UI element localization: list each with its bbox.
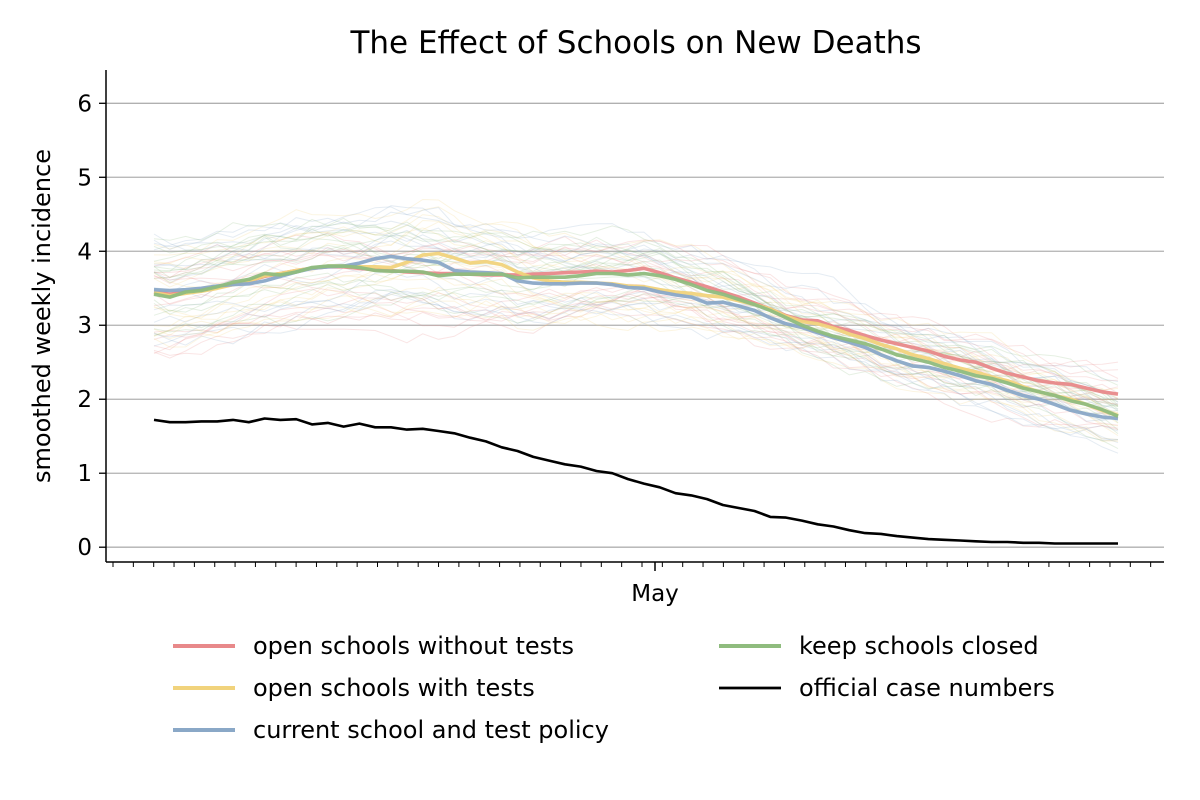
y-tick-label-4: 4	[77, 239, 92, 265]
background-run	[153, 236, 1119, 371]
background-run	[153, 245, 1119, 379]
background-run	[153, 248, 1119, 382]
y-tick-label-3: 3	[77, 313, 92, 339]
background-run	[153, 226, 1119, 400]
series-line-official-case-numbers	[153, 417, 1118, 545]
background-simulation-runs	[153, 198, 1119, 454]
y-tick-label-6: 6	[77, 91, 92, 117]
background-run	[153, 272, 1119, 443]
background-run	[153, 261, 1119, 405]
background-run	[153, 290, 1119, 416]
background-run	[153, 225, 1119, 409]
background-run	[153, 224, 1119, 408]
background-run	[153, 290, 1119, 440]
legend-label: keep schools closed	[799, 632, 1039, 660]
background-run	[153, 300, 1119, 427]
background-run	[153, 293, 1119, 432]
background-run	[153, 205, 1119, 410]
series-lines	[153, 251, 1119, 545]
background-run	[153, 220, 1119, 400]
background-run	[153, 287, 1119, 428]
legend-item: official case numbers	[719, 674, 1055, 702]
background-run	[153, 271, 1119, 441]
background-run	[153, 198, 1119, 414]
axes: 0 1 2 3 4 5 6	[77, 70, 1164, 571]
background-run	[153, 228, 1119, 386]
legend-label: open schools without tests	[253, 632, 574, 660]
gridlines	[106, 102, 1164, 548]
background-run	[153, 214, 1119, 391]
background-run	[153, 286, 1119, 420]
background-run	[153, 222, 1119, 416]
background-run	[153, 232, 1119, 401]
legend-label: current school and test policy	[253, 716, 609, 744]
legend-item: open schools without tests	[173, 632, 574, 660]
background-run	[153, 289, 1119, 454]
background-run	[153, 293, 1119, 431]
legend-item: current school and test policy	[173, 716, 609, 744]
background-run	[153, 234, 1119, 407]
series-line-keep-schools-closed	[153, 264, 1119, 418]
background-run	[153, 274, 1119, 406]
chart-title: The Effect of Schools on New Deaths	[349, 25, 921, 61]
background-run	[153, 280, 1119, 406]
background-run	[153, 287, 1119, 440]
legend-label: open schools with tests	[253, 674, 535, 702]
legend-item: keep schools closed	[719, 632, 1039, 660]
background-run	[153, 231, 1119, 403]
y-axis-label: smoothed weekly incidence	[28, 149, 56, 483]
background-run	[153, 242, 1119, 412]
background-run	[153, 272, 1119, 450]
background-run	[153, 235, 1119, 403]
background-run	[153, 286, 1119, 429]
legend-item: open schools with tests	[173, 674, 535, 702]
y-tick-label-0: 0	[77, 535, 92, 561]
legend: open schools without tests open schools w…	[173, 632, 1055, 744]
y-tick-label-2: 2	[77, 387, 92, 413]
x-tick-label-may: May	[631, 581, 679, 607]
y-tick-label-1: 1	[77, 461, 92, 487]
background-run	[153, 239, 1119, 370]
background-run	[153, 206, 1118, 401]
y-tick-label-5: 5	[77, 165, 92, 191]
background-run	[153, 295, 1119, 442]
background-run	[153, 286, 1119, 434]
background-run	[153, 211, 1119, 422]
legend-label: official case numbers	[799, 674, 1055, 702]
background-run	[153, 206, 1119, 382]
background-run	[153, 306, 1119, 399]
